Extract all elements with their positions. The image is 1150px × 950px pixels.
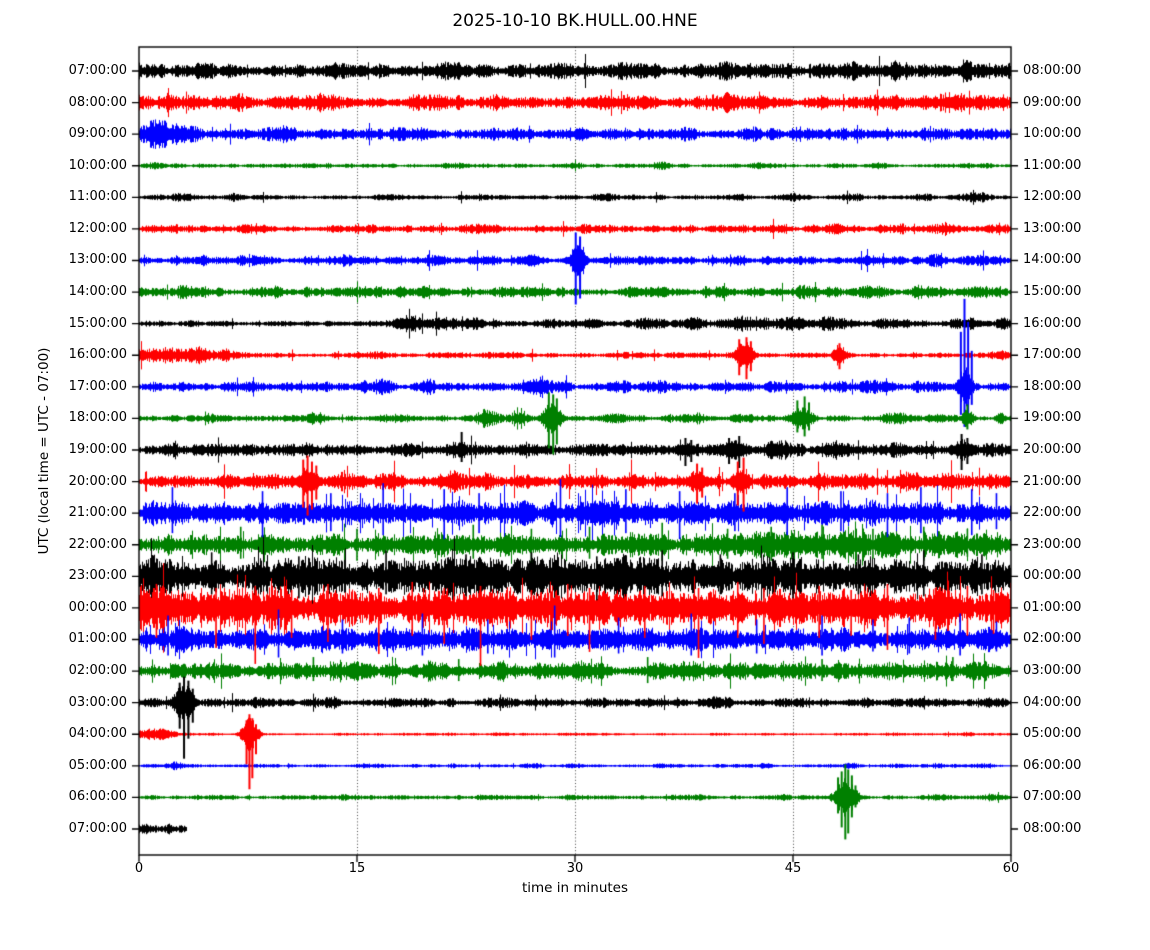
left-time-label: 14:00:00: [68, 284, 127, 300]
chart-title: 2025-10-10 BK.HULL.00.HNE: [452, 11, 698, 31]
x-tick-label: 15: [348, 861, 366, 876]
right-time-label: 21:00:00: [1023, 473, 1082, 489]
x-tick-label: 45: [784, 861, 802, 876]
x-tick-label: 0: [134, 861, 144, 876]
right-time-label: 01:00:00: [1023, 599, 1082, 615]
right-time-label: 13:00:00: [1023, 220, 1082, 236]
left-time-label: 06:00:00: [68, 789, 127, 805]
x-tick-label: 60: [1002, 861, 1020, 876]
right-time-label: 12:00:00: [1023, 189, 1082, 205]
left-time-label: 02:00:00: [68, 663, 127, 679]
left-time-label: 18:00:00: [68, 410, 127, 426]
left-time-label: 19:00:00: [68, 441, 127, 457]
left-time-label: 00:00:00: [68, 599, 127, 615]
left-time-label: 12:00:00: [68, 220, 127, 236]
right-time-label: 09:00:00: [1023, 94, 1082, 110]
right-time-label: 04:00:00: [1023, 694, 1082, 710]
right-time-label: 18:00:00: [1023, 378, 1082, 394]
right-time-label: 05:00:00: [1023, 726, 1082, 742]
left-time-label: 07:00:00: [68, 63, 127, 78]
x-tick-label: 30: [566, 861, 584, 876]
left-time-label: 13:00:00: [68, 252, 127, 268]
right-time-label: 22:00:00: [1023, 505, 1082, 521]
right-time-label: 08:00:00: [1023, 63, 1082, 78]
right-time-label: 00:00:00: [1023, 568, 1082, 584]
left-time-label: 23:00:00: [68, 568, 127, 584]
left-time-label: 01:00:00: [68, 631, 127, 647]
right-time-label: 10:00:00: [1023, 126, 1082, 142]
right-time-label: 19:00:00: [1023, 410, 1082, 426]
right-time-label: 20:00:00: [1023, 441, 1082, 457]
right-time-label: 03:00:00: [1023, 663, 1082, 679]
left-time-label: 20:00:00: [68, 473, 127, 489]
left-time-label: 07:00:00: [68, 820, 127, 836]
left-time-label: 08:00:00: [68, 94, 127, 110]
right-time-label: 23:00:00: [1023, 536, 1082, 552]
left-time-label: 22:00:00: [68, 536, 127, 552]
right-time-label: 14:00:00: [1023, 252, 1082, 268]
y-axis-label: UTC (local time = UTC - 07:00): [36, 347, 52, 555]
left-time-label: 21:00:00: [68, 505, 127, 521]
right-time-label: 06:00:00: [1023, 757, 1082, 773]
right-time-label: 08:00:00: [1023, 820, 1082, 836]
right-time-label: 15:00:00: [1023, 284, 1082, 300]
left-time-label: 17:00:00: [68, 378, 127, 394]
left-time-label: 03:00:00: [68, 694, 127, 710]
right-time-label: 11:00:00: [1023, 157, 1082, 173]
left-time-label: 05:00:00: [68, 757, 127, 773]
left-time-label: 16:00:00: [68, 347, 127, 363]
left-time-label: 11:00:00: [68, 189, 127, 205]
right-time-label: 17:00:00: [1023, 347, 1082, 363]
left-time-label: 10:00:00: [68, 157, 127, 173]
left-time-label: 04:00:00: [68, 726, 127, 742]
left-time-label: 09:00:00: [68, 126, 127, 142]
right-time-label: 02:00:00: [1023, 631, 1082, 647]
x-axis-label: time in minutes: [521, 880, 629, 896]
left-time-label: 15:00:00: [68, 315, 127, 331]
right-time-label: 07:00:00: [1023, 789, 1082, 805]
right-time-label: 16:00:00: [1023, 315, 1082, 331]
